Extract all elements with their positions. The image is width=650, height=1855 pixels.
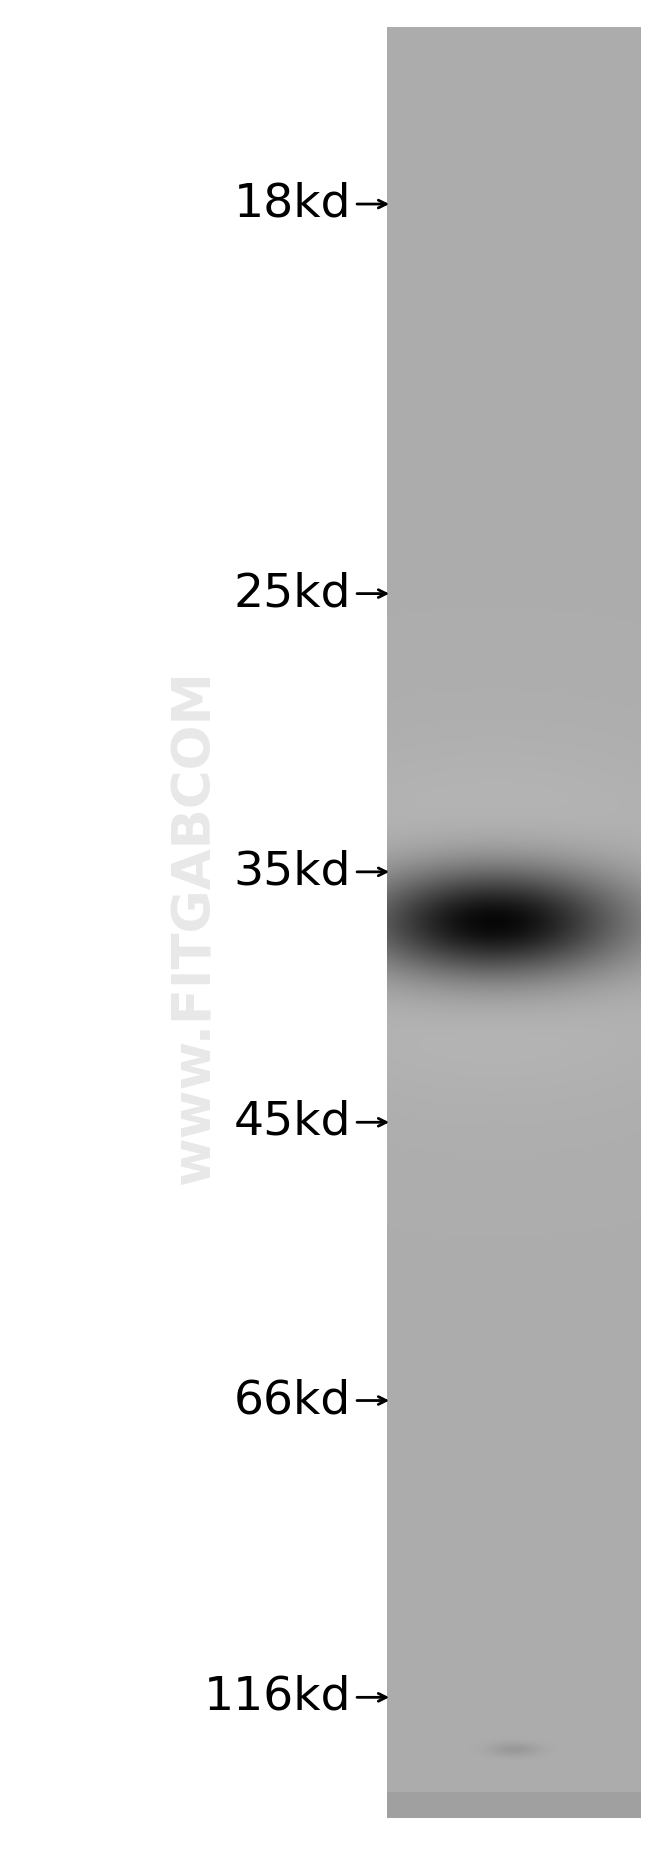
Bar: [387, 28, 640, 1818]
Text: 25kd: 25kd: [233, 571, 351, 616]
Text: 18kd: 18kd: [233, 182, 351, 226]
Text: 116kd: 116kd: [203, 1675, 351, 1720]
Text: 35kd: 35kd: [233, 850, 351, 894]
Text: 66kd: 66kd: [234, 1378, 351, 1423]
Text: 45kd: 45kd: [233, 1100, 351, 1145]
Text: www.FITGABCOM: www.FITGABCOM: [169, 670, 221, 1185]
